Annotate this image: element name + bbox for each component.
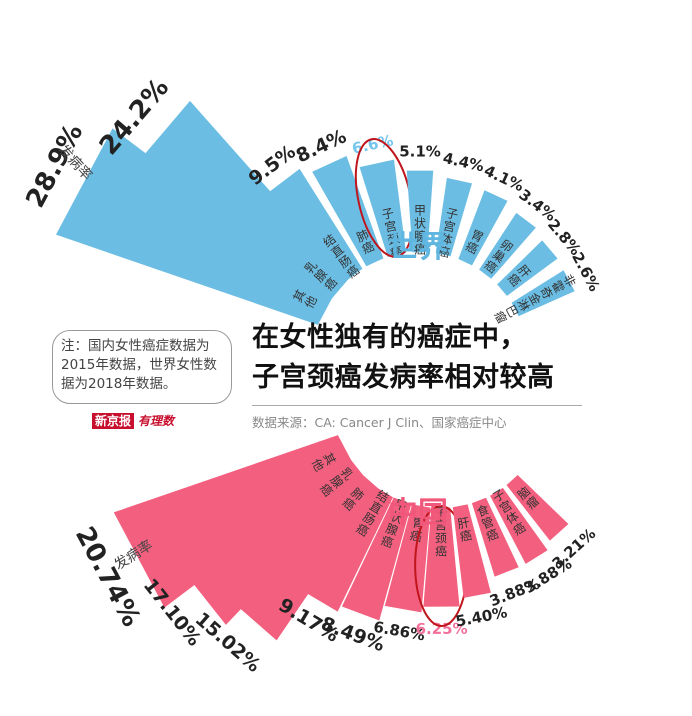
svg-text:颈: 颈: [386, 231, 401, 247]
headline-line2: 子宫颈癌发病率相对较高: [252, 362, 555, 393]
bar-8: [471, 497, 519, 577]
svg-text:癌: 癌: [414, 242, 426, 257]
svg-text:宫: 宫: [435, 517, 447, 532]
brand-column: 有理数: [138, 414, 175, 428]
svg-text:他: 他: [302, 293, 320, 310]
svg-text:霍: 霍: [549, 278, 567, 295]
bar-9: [497, 240, 558, 296]
svg-text:甲: 甲: [414, 204, 426, 218]
svg-text:癌: 癌: [463, 238, 480, 257]
bar-2: [223, 471, 380, 641]
value-label: 4.4%: [441, 149, 486, 176]
category-label: 子宫颈癌: [381, 206, 404, 260]
bar-10: [511, 270, 575, 317]
world-chart: 其他28.9%乳腺癌24.2%结直肠癌9.5%肺癌8.4%子宫颈癌6.6%甲状腺…: [21, 73, 604, 326]
svg-text:颈: 颈: [435, 531, 447, 545]
category-label: 肝癌: [456, 515, 473, 544]
svg-text:肝: 肝: [456, 515, 470, 531]
svg-text:癌: 癌: [436, 243, 451, 260]
category-label: 肺癌: [354, 227, 376, 257]
value-label: 6.25%: [416, 620, 468, 638]
bar-2: [268, 168, 363, 280]
svg-text:癌: 癌: [459, 527, 474, 544]
value-label: 4.1%: [481, 161, 526, 195]
divider: [252, 405, 582, 406]
svg-text:肺: 肺: [354, 227, 371, 245]
value-label: 5.1%: [399, 143, 441, 161]
data-note: 注：国内女性癌症数据为2015年数据，世界女性数据为2018年数据。: [52, 330, 232, 404]
bar-8: [479, 212, 536, 279]
svg-text:腺: 腺: [384, 521, 400, 538]
svg-text:宫: 宫: [442, 218, 457, 235]
svg-text:其: 其: [290, 287, 308, 304]
data-source: 数据来源：CA: Cancer J Clin、国家癌症中心: [252, 415, 507, 430]
headline: 在女性独有的癌症中， 子宫颈癌发病率相对较高: [252, 318, 555, 398]
svg-text:癌: 癌: [379, 532, 395, 550]
bar-1: [127, 100, 349, 303]
bar-3: [302, 487, 393, 612]
brand-name: 新京报: [92, 413, 135, 429]
category-label: 食管癌: [475, 501, 501, 544]
bar-9: [490, 487, 548, 564]
brand-logo: 新京报 有理数: [92, 412, 174, 429]
bar-5: [406, 170, 434, 253]
category-label: 子宫颈癌: [435, 505, 447, 558]
svg-text:状: 状: [388, 509, 404, 526]
bar-10: [506, 475, 569, 541]
svg-text:腺: 腺: [414, 230, 426, 244]
bar-0: [55, 128, 334, 325]
bar-7: [458, 190, 508, 266]
value-label: 6.6%: [350, 131, 395, 158]
svg-text:巴: 巴: [503, 303, 521, 320]
bar-4: [359, 159, 407, 257]
svg-text:甲: 甲: [393, 497, 409, 514]
svg-text:体: 体: [439, 231, 454, 247]
china-title: 中国: [388, 496, 448, 531]
svg-text:子: 子: [435, 505, 447, 519]
svg-text:癌: 癌: [484, 526, 501, 544]
world-title: 世界: [388, 230, 448, 265]
svg-text:状: 状: [414, 217, 426, 231]
svg-text:癌: 癌: [359, 238, 376, 257]
svg-text:宫: 宫: [383, 218, 398, 235]
svg-text:奇: 奇: [537, 284, 555, 301]
bar-4: [341, 497, 412, 621]
svg-text:胃: 胃: [469, 227, 486, 245]
bar-3: [312, 155, 384, 267]
headline-line1: 在女性独有的癌症中，: [252, 322, 527, 353]
bar-6: [435, 177, 472, 257]
category-label: 胃癌: [463, 227, 485, 257]
svg-text:淋: 淋: [514, 296, 532, 313]
svg-text:食: 食: [475, 501, 492, 519]
bar-6: [423, 507, 460, 607]
svg-text:管: 管: [479, 513, 496, 531]
category-label: 其他: [290, 287, 319, 310]
bar-1: [172, 454, 366, 625]
svg-text:癌: 癌: [435, 543, 447, 558]
china-chart: 其他20.74%乳腺癌17.10%肺癌15.02%结直肠癌9.17%甲状腺癌8.…: [69, 435, 599, 677]
svg-text:非: 非: [560, 272, 578, 289]
bar-7: [452, 504, 491, 598]
svg-text:子: 子: [381, 206, 396, 222]
svg-text:子: 子: [445, 206, 460, 222]
